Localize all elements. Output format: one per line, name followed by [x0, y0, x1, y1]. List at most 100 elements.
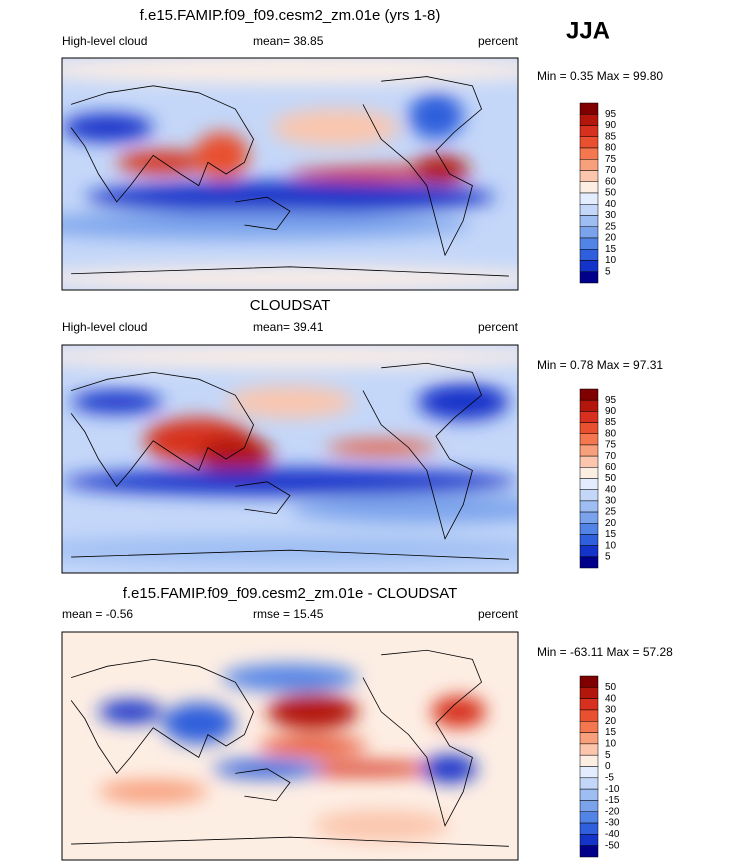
- field-blob: [116, 150, 208, 174]
- colorbar-box: [579, 422, 599, 434]
- left-label: High-level cloud: [62, 320, 147, 334]
- colorbar-box: [579, 102, 599, 115]
- colorbar-box: [579, 478, 599, 490]
- colorbar-label: 80: [605, 428, 617, 439]
- field-blob: [62, 345, 518, 368]
- field-blob: [98, 700, 163, 724]
- coastline: [70, 371, 254, 488]
- colorbar-box: [579, 411, 599, 423]
- colorbar-box: [579, 204, 599, 216]
- colorbar-label: -5: [605, 772, 614, 783]
- colorbar-box: [579, 687, 599, 699]
- colorbar-box: [579, 215, 599, 227]
- colorbar-label: 80: [605, 143, 617, 154]
- coastline: [362, 649, 482, 827]
- field-blob: [408, 92, 464, 140]
- colorbar-label: 40: [605, 693, 617, 704]
- colorbar-label: 40: [605, 199, 617, 210]
- colorbar-label: 50: [605, 188, 617, 199]
- colorbar-box: [579, 545, 599, 558]
- colorbar-label: 30: [605, 705, 617, 716]
- panel-title: f.e15.FAMIP.f09_f09.cesm2_zm.01e - CLOUD…: [123, 585, 458, 602]
- field-blob: [267, 693, 359, 731]
- colorbar-label: 75: [605, 440, 617, 451]
- colorbar-box: [579, 556, 599, 569]
- field-blob: [71, 390, 163, 414]
- coastline: [235, 196, 291, 231]
- colorbar-label: 5: [605, 750, 611, 761]
- colorbar-box: [579, 181, 599, 194]
- right-label: percent: [478, 320, 519, 334]
- field-blob: [326, 440, 436, 455]
- colorbar-label: 5: [605, 551, 611, 562]
- colorbar-box: [579, 845, 599, 858]
- field-blob: [62, 468, 518, 496]
- colorbar-box: [579, 523, 599, 535]
- colorbar-label: 15: [605, 727, 617, 738]
- colorbar-label: -30: [605, 818, 620, 829]
- colorbar-label: 70: [605, 165, 617, 176]
- colorbar-box: [579, 743, 599, 756]
- colorbar-label: 10: [605, 739, 617, 750]
- coastline: [235, 481, 291, 515]
- field-blob: [431, 695, 487, 728]
- colorbar-box: [579, 399, 599, 412]
- colorbar-label: -10: [605, 784, 620, 795]
- colorbar-label: 95: [605, 395, 617, 406]
- colorbar-box: [579, 500, 599, 513]
- colorbar-box: [579, 777, 599, 790]
- colorbar-box: [579, 249, 599, 261]
- colorbar-box: [579, 467, 599, 479]
- colorbar-box: [579, 800, 599, 812]
- colorbar-box: [579, 388, 599, 401]
- colorbar-box: [579, 732, 599, 745]
- coastline: [70, 658, 254, 775]
- map-frame: [61, 344, 519, 574]
- colorbar-label: -40: [605, 829, 620, 840]
- field-blob: [194, 132, 249, 179]
- field-blob: [62, 58, 518, 84]
- panel-title: CLOUDSAT: [250, 297, 331, 314]
- colorbar-box: [579, 811, 599, 824]
- colorbar-label: -50: [605, 840, 620, 851]
- right-label: percent: [478, 607, 519, 621]
- colorbar-box: [579, 159, 599, 171]
- colorbar-box: [579, 136, 599, 149]
- colorbar-box: [579, 534, 599, 546]
- colorbar-box: [579, 489, 599, 502]
- coastline: [362, 362, 482, 540]
- field-blob: [290, 495, 518, 523]
- field-blob: [62, 113, 154, 142]
- colorbar-box: [579, 675, 599, 688]
- colorbar-box: [579, 709, 599, 722]
- coastline: [362, 76, 482, 257]
- left-label: High-level cloud: [62, 34, 147, 48]
- colorbar-label: 5: [605, 266, 611, 277]
- map-frame: [61, 57, 519, 291]
- coastline: [235, 768, 291, 802]
- center-label: rmse = 15.45: [253, 607, 324, 621]
- field-blob: [62, 266, 518, 290]
- colorbar-box: [579, 125, 599, 137]
- colorbar-box: [579, 721, 599, 733]
- colorbar-box: [579, 433, 599, 446]
- colorbar-box: [579, 788, 599, 801]
- min-max-label: Min = -63.11 Max = 57.28: [537, 645, 673, 659]
- colorbar-label: 90: [605, 406, 617, 417]
- coastline: [71, 836, 509, 847]
- left-label: mean = -0.56: [62, 607, 133, 621]
- colorbar-label: 25: [605, 221, 617, 232]
- colorbar-label: 60: [605, 176, 617, 187]
- panel-title: f.e15.FAMIP.f09_f09.cesm2_zm.01e (yrs 1-…: [140, 7, 441, 24]
- colorbar-label: 20: [605, 233, 617, 244]
- colorbar-label: -15: [605, 795, 620, 806]
- field-blob: [198, 436, 272, 473]
- map-frame: [61, 631, 519, 861]
- colorbar-box: [579, 834, 599, 846]
- colorbar-box: [579, 754, 599, 767]
- field-blob: [417, 383, 509, 421]
- colorbar-label: 0: [605, 761, 611, 772]
- colorbar-label: 90: [605, 120, 617, 131]
- colorbar-box: [579, 822, 599, 835]
- season-label: JJA: [566, 17, 610, 44]
